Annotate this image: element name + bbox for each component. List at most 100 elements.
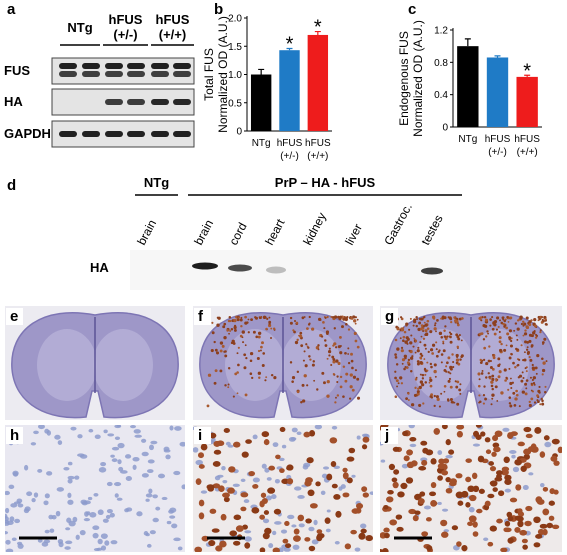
stained-nucleus [422, 337, 426, 340]
stained-nucleus [509, 381, 513, 386]
stained-nucleus [451, 353, 454, 356]
stained-nucleus [472, 531, 479, 537]
nucleus [117, 442, 125, 449]
blot-band [59, 71, 77, 77]
stained-nucleus [536, 399, 539, 402]
stained-nucleus [525, 387, 528, 390]
stained-nucleus [339, 375, 343, 379]
stained-nucleus [324, 339, 327, 342]
stained-nucleus [440, 335, 444, 339]
nucleus [46, 471, 53, 476]
stained-nucleus [525, 370, 528, 373]
stained-nucleus [410, 370, 413, 373]
stained-nucleus [496, 470, 503, 476]
stained-nucleus [510, 377, 512, 380]
stained-nucleus [421, 318, 424, 321]
stained-nucleus [416, 318, 419, 321]
stained-nucleus [323, 327, 326, 330]
stained-nucleus [551, 524, 560, 530]
stained-nucleus [218, 485, 225, 493]
stained-nucleus [302, 359, 305, 362]
stained-nucleus [342, 467, 348, 473]
stained-nucleus [537, 528, 545, 536]
nucleus [152, 517, 159, 523]
stained-nucleus [233, 441, 241, 448]
stained-nucleus [198, 512, 205, 520]
stained-nucleus [219, 369, 223, 373]
stained-nucleus [422, 317, 425, 319]
stained-nucleus [401, 362, 404, 365]
stained-nucleus [293, 330, 296, 334]
stained-nucleus [548, 515, 555, 521]
stained-nucleus [509, 316, 513, 320]
stained-nucleus [460, 354, 464, 358]
stained-nucleus [316, 388, 319, 391]
nucleus [75, 534, 80, 540]
stained-nucleus [311, 363, 315, 367]
stained-nucleus [533, 542, 541, 548]
nucleus [106, 509, 113, 514]
stained-nucleus [549, 488, 556, 495]
stained-nucleus [424, 329, 428, 333]
stained-nucleus [238, 316, 240, 319]
stained-nucleus [523, 322, 527, 326]
stained-nucleus [418, 466, 427, 471]
stained-nucleus [394, 338, 398, 342]
stained-nucleus [230, 341, 234, 345]
stained-nucleus [498, 330, 501, 333]
nucleus [264, 467, 270, 473]
stained-nucleus [356, 318, 359, 321]
stained-nucleus [456, 402, 460, 406]
stained-nucleus [312, 360, 316, 363]
stained-nucleus [236, 318, 240, 322]
error-bar [258, 68, 265, 75]
x-tick-label: NTg [251, 138, 271, 149]
nucleus [437, 501, 442, 506]
stained-nucleus [521, 371, 524, 374]
nucleus [48, 514, 54, 520]
nucleus [165, 454, 171, 460]
x-tick-label: hFUS (+/-) [276, 138, 303, 162]
nucleus [149, 444, 154, 451]
nucleus [5, 507, 10, 514]
stained-nucleus [503, 368, 507, 372]
stained-nucleus [416, 360, 420, 363]
stained-nucleus [503, 527, 509, 533]
stained-nucleus [268, 322, 271, 325]
nucleus [268, 543, 274, 549]
stained-nucleus [268, 323, 272, 328]
stained-nucleus [456, 380, 460, 384]
stained-nucleus [438, 458, 445, 464]
stained-nucleus [352, 315, 356, 319]
stained-nucleus [433, 327, 437, 331]
blot-band [105, 63, 123, 69]
nucleus [94, 434, 101, 439]
nucleus [283, 547, 291, 552]
stained-nucleus [347, 347, 350, 350]
stained-nucleus [245, 357, 248, 360]
stained-nucleus [543, 435, 550, 441]
stained-nucleus [396, 385, 399, 388]
stained-nucleus [491, 374, 495, 378]
nucleus [67, 478, 73, 484]
panel-letter: a [7, 1, 16, 18]
stained-nucleus [217, 316, 221, 320]
stained-nucleus [247, 318, 250, 321]
stained-nucleus [528, 333, 533, 337]
stained-nucleus [455, 358, 460, 362]
stained-nucleus [388, 463, 396, 471]
stained-nucleus [423, 321, 426, 324]
panel-letter: c [408, 1, 416, 18]
stained-nucleus [478, 316, 482, 320]
stained-nucleus [236, 371, 239, 374]
stained-nucleus [433, 404, 436, 408]
panel-letter: e [10, 308, 18, 325]
stained-nucleus [431, 352, 434, 355]
stained-nucleus [268, 316, 271, 319]
stained-nucleus [425, 517, 432, 522]
stained-nucleus [339, 351, 343, 355]
blot-group-label: NTg [67, 20, 93, 35]
stained-nucleus [433, 428, 441, 435]
stained-nucleus [352, 375, 357, 379]
stained-nucleus [307, 323, 311, 326]
